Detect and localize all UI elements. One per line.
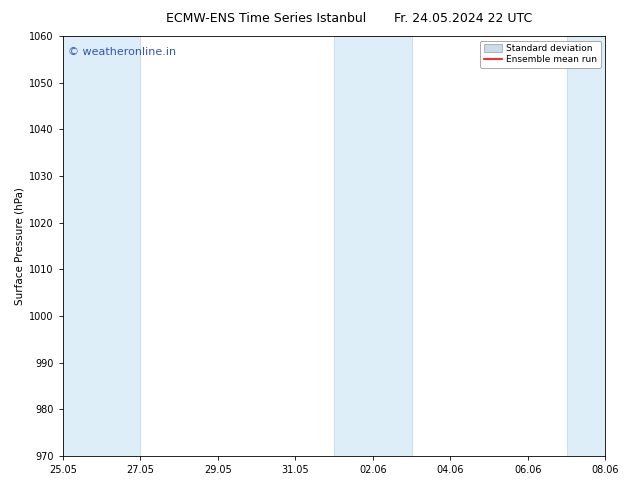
Y-axis label: Surface Pressure (hPa): Surface Pressure (hPa): [15, 187, 25, 305]
Bar: [567, 36, 605, 456]
Legend: Standard deviation, Ensemble mean run: Standard deviation, Ensemble mean run: [480, 41, 601, 68]
Text: Fr. 24.05.2024 22 UTC: Fr. 24.05.2024 22 UTC: [394, 12, 532, 25]
Bar: [63, 36, 140, 456]
Text: © weatheronline.in: © weatheronline.in: [68, 47, 176, 57]
Text: ECMW-ENS Time Series Istanbul: ECMW-ENS Time Series Istanbul: [166, 12, 366, 25]
Bar: [334, 36, 411, 456]
